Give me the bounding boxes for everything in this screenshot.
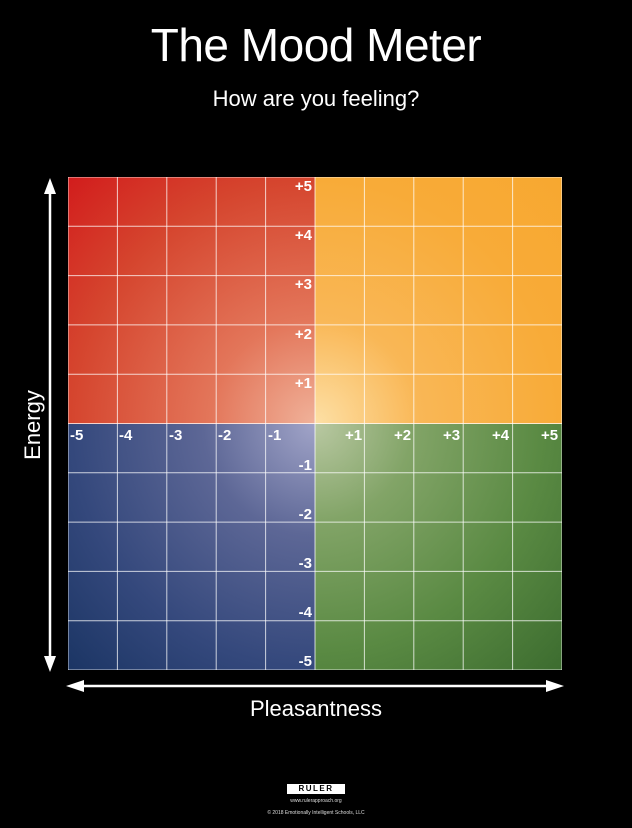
pleasantness-axis-label: Pleasantness bbox=[249, 696, 383, 721]
y-tick-label: -5 bbox=[298, 653, 312, 670]
page-subtitle: How are you feeling? bbox=[212, 86, 420, 111]
quadrant-high-energy-pleasant bbox=[315, 177, 562, 424]
y-tick-label: -2 bbox=[298, 506, 312, 523]
x-tick-label: +1 bbox=[345, 427, 363, 444]
quadrant-low-energy-pleasant bbox=[315, 423, 562, 670]
quadrant-low-energy-unpleasant bbox=[68, 423, 315, 670]
x-tick-label: -1 bbox=[268, 427, 282, 444]
footer-copyright: © 2018 Emotionally Intelligent Schools, … bbox=[267, 810, 365, 816]
energy-axis-arrow bbox=[44, 178, 56, 672]
x-tick-label: -5 bbox=[70, 427, 84, 444]
y-tick-label: +1 bbox=[294, 375, 312, 392]
energy-axis-label: Energy bbox=[20, 390, 45, 460]
pleasantness-axis-arrow bbox=[66, 680, 564, 692]
ruler-logo: RULER bbox=[287, 784, 345, 794]
y-tick-label: +3 bbox=[294, 276, 312, 293]
footer-url: www.rulerapproach.org bbox=[290, 798, 342, 804]
logo-text: RULER bbox=[298, 784, 334, 793]
x-tick-label: -3 bbox=[169, 427, 183, 444]
x-tick-label: +2 bbox=[394, 427, 412, 444]
y-tick-label: -4 bbox=[298, 604, 312, 621]
page-title: The Mood Meter bbox=[150, 19, 482, 71]
y-tick-label: +2 bbox=[294, 326, 312, 343]
y-tick-label: +5 bbox=[294, 178, 312, 195]
x-tick-label: -4 bbox=[119, 427, 133, 444]
y-tick-label: -3 bbox=[298, 555, 312, 572]
x-tick-label: +5 bbox=[541, 427, 559, 444]
x-tick-label: +3 bbox=[443, 427, 461, 444]
x-tick-label: +4 bbox=[492, 427, 510, 444]
quadrant-high-energy-unpleasant bbox=[68, 177, 315, 424]
y-tick-label: -1 bbox=[298, 457, 312, 474]
x-tick-label: -2 bbox=[218, 427, 232, 444]
grid-lines bbox=[68, 177, 562, 670]
y-tick-label: +4 bbox=[294, 227, 312, 244]
mood-grid: +5 +4 +3 +2 +1 -1 -2 -3 -4 -5 -5 -4 -3 -… bbox=[68, 177, 562, 670]
